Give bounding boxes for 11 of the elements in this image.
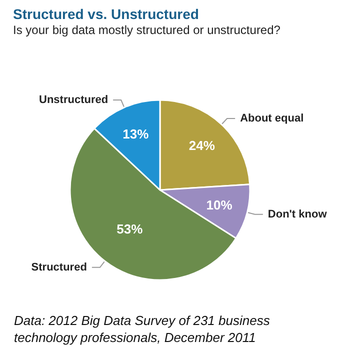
slice-label: Don't know: [268, 208, 328, 220]
chart-title: Structured vs. Unstructured: [13, 6, 199, 22]
data-label: 53%: [116, 222, 144, 237]
text: Data: 2012 Big Data Survey of 231 business technology professionals, December 2011: [14, 313, 274, 345]
slice-label: About equal: [240, 112, 304, 125]
slice-label: Unstructured: [39, 94, 108, 106]
data-label: 13%: [122, 126, 150, 142]
data-label: 24%: [188, 138, 216, 153]
chart-subtitle: Is your big data mostly structured or unstructured?: [13, 23, 281, 37]
slice-label: Structured: [31, 261, 87, 274]
data-label: 10%: [206, 198, 233, 213]
